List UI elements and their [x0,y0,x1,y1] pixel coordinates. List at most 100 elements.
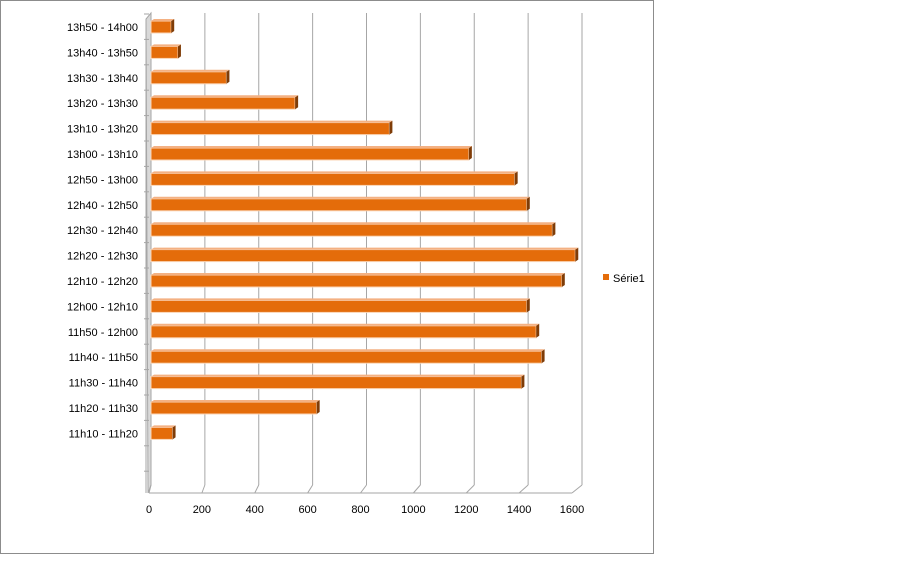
bar-top [151,298,530,301]
bar-top [151,95,299,98]
bar-end [177,44,181,59]
y-tick-label: 13h40 - 13h50 [67,47,138,59]
floor-gridline [254,484,260,494]
bar-face [150,172,516,186]
bar [150,298,530,313]
bar-face [150,96,296,110]
bar-end [575,247,579,262]
y-tick-label: 11h10 - 11h20 [69,428,138,440]
bar-face [150,426,174,440]
floor-gridline [360,484,367,494]
bar-top [151,349,545,352]
y-tick-label: 12h40 - 12h50 [67,200,138,212]
bar-end [171,19,175,33]
bar-face [150,274,563,288]
bar-face [150,299,528,313]
bar [150,19,175,34]
bar-top [151,374,525,377]
x-tick-label: 800 [351,504,369,516]
x-tick-label: 600 [298,504,316,516]
bar-face [150,71,227,85]
bar-top [151,196,530,199]
bar [150,196,530,212]
floor-gridline [412,484,421,494]
legend-swatch [603,274,609,280]
bar-end [552,222,556,237]
bar-end [561,273,565,287]
bar [150,349,545,364]
bar-face [150,20,172,34]
floor-gridline [148,484,152,494]
y-tick-label: 12h50 - 13h00 [67,174,138,186]
bar-end [389,120,393,135]
bar-face [150,325,537,339]
bar-face [150,198,528,212]
bar [150,44,181,59]
x-tick-label: 400 [246,504,264,516]
legend-label: Série1 [613,273,645,285]
bar [150,69,230,85]
y-tick-label: 13h30 - 13h40 [67,73,138,85]
y-tick-label: 12h30 - 12h40 [67,225,138,237]
bar-end [536,323,540,338]
x-tick-label: 0 [146,504,152,516]
bar-end [526,196,530,211]
bar-face [150,376,522,390]
floor-gridline [307,484,314,494]
y-tick-label: 13h50 - 14h00 [67,22,138,34]
bar-face [150,45,179,59]
x-tick-label: 1600 [560,504,584,516]
bar-face [150,401,318,415]
y-tick-label: 12h10 - 12h20 [67,276,138,288]
chart-frame: 0 200 400 600 800 1000 1200 1400 1600 13h50 - 14h… [0,0,654,554]
bar-end [541,349,545,364]
y-tick-label: 11h50 - 12h00 [68,327,138,339]
y-tick-label: 13h00 - 13h10 [67,149,138,161]
y-tick-label: 11h40 - 11h50 [69,352,138,364]
side-wall [145,11,152,494]
floor-gridline [201,484,206,494]
y-tick-label: 12h20 - 12h30 [67,251,138,263]
bar-face [150,147,470,161]
bar [150,323,540,339]
bar-top [151,273,565,275]
floor-gridline [465,484,475,494]
bar [150,425,176,440]
bar [150,273,565,288]
y-tick-label: 13h10 - 13h20 [67,124,138,136]
floor-gridline [518,484,529,494]
bar-top [151,323,540,326]
bar [150,95,299,110]
bar [150,247,579,263]
x-tick-label: 1400 [507,504,531,516]
bar-top [151,19,175,21]
bar [150,222,556,237]
bar [150,146,472,161]
bar-top [151,222,556,225]
y-tick-label: 11h20 - 11h30 [69,403,138,415]
bar-end [295,95,299,110]
bar [150,171,518,186]
bar-top [151,69,230,72]
bar-top [151,425,176,428]
bar-top [151,400,320,402]
x-tick-label: 1000 [401,504,425,516]
bar-top [151,171,518,174]
bar-face [150,350,543,364]
bar-end [226,69,230,84]
bar-end [521,374,525,389]
bar-face [150,249,576,263]
bar [150,374,525,390]
y-tick-label: 11h30 - 11h40 [69,378,138,390]
bar [150,400,320,415]
bar [150,120,393,136]
x-tick-label: 1200 [454,504,478,516]
bar-top [151,247,579,250]
bar-end [514,171,518,186]
floor-gridline [571,484,583,494]
bar-end [316,400,320,414]
x-tick-label: 200 [193,504,211,516]
bar-end [172,425,176,440]
bar-top [151,120,393,123]
